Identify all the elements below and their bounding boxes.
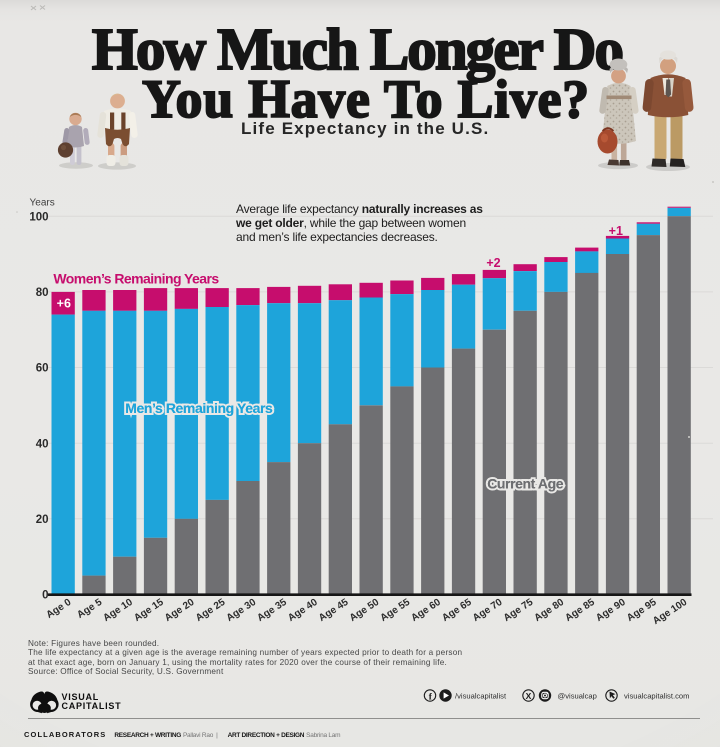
- svg-text:Age 65: Age 65: [440, 597, 474, 624]
- svg-text:Age 10: Age 10: [101, 597, 135, 624]
- svg-text:80: 80: [36, 287, 49, 299]
- svg-text:@visualcap: @visualcap: [558, 692, 597, 701]
- svg-text:100: 100: [29, 211, 48, 223]
- svg-text:Men’s Remaining Years: Men’s Remaining Years: [125, 400, 273, 416]
- svg-text:Age 60: Age 60: [409, 597, 443, 624]
- svg-text:Age 75: Age 75: [502, 597, 536, 624]
- svg-text:Age 100: Age 100: [651, 597, 690, 627]
- svg-text:40: 40: [36, 438, 49, 450]
- svg-text:/visualcapitalist: /visualcapitalist: [455, 692, 507, 701]
- svg-text:Age 90: Age 90: [594, 597, 628, 624]
- svg-text:+6: +6: [57, 297, 71, 311]
- svg-text:Age 70: Age 70: [471, 597, 505, 624]
- svg-text:Years: Years: [30, 197, 55, 208]
- svg-text:Current Age: Current Age: [487, 476, 564, 492]
- svg-text:Age 5: Age 5: [75, 597, 104, 621]
- svg-text:Women’s Remaining Years: Women’s Remaining Years: [53, 271, 219, 287]
- svg-text:20: 20: [36, 514, 49, 526]
- svg-text:Age 40: Age 40: [286, 597, 320, 624]
- svg-text:Age 30: Age 30: [225, 597, 259, 624]
- svg-text:Age 35: Age 35: [255, 597, 289, 624]
- svg-text:Age 85: Age 85: [563, 597, 597, 624]
- svg-text:visualcapitalist.com: visualcapitalist.com: [624, 692, 689, 701]
- svg-text:Age 50: Age 50: [348, 597, 382, 624]
- svg-text:Age 55: Age 55: [379, 597, 413, 624]
- svg-text:Men’s Remaining Years: Men’s Remaining Years: [125, 400, 273, 416]
- svg-text:Age 15: Age 15: [132, 597, 166, 624]
- svg-text:Age 0: Age 0: [45, 597, 74, 621]
- svg-text:Current Age: Current Age: [487, 476, 564, 492]
- svg-text:Age 80: Age 80: [533, 597, 567, 624]
- svg-text:X: X: [526, 691, 532, 701]
- svg-text:Age 20: Age 20: [163, 597, 197, 624]
- svg-text:0: 0: [42, 590, 48, 602]
- svg-text:f: f: [429, 693, 433, 703]
- svg-text:Age 25: Age 25: [194, 597, 228, 624]
- svg-text:+1: +1: [609, 224, 623, 238]
- svg-text:60: 60: [36, 363, 49, 375]
- svg-text:Age 45: Age 45: [317, 597, 351, 624]
- svg-text:+2: +2: [486, 256, 500, 270]
